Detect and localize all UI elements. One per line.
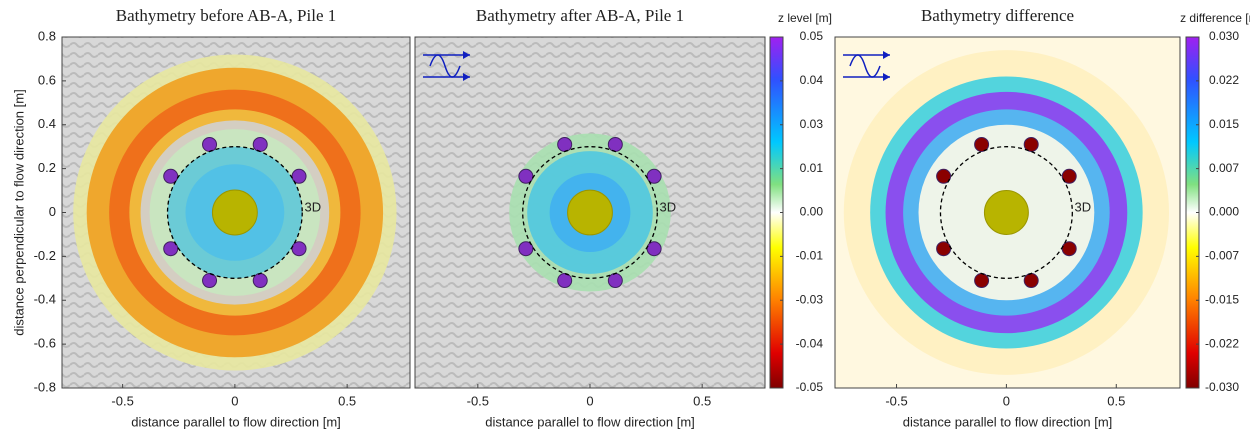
chart-title: Bathymetry after AB-A, Pile 1	[476, 6, 684, 25]
scour-protection-stone	[974, 136, 990, 152]
colorbar-tick-label: 0.00	[800, 205, 824, 219]
scour-protection-stone	[607, 136, 623, 152]
colorbar-tick-label: 0.01	[800, 161, 824, 175]
scour-protection-stone	[1061, 168, 1077, 184]
x-axis-label: distance parallel to flow direction [m]	[903, 414, 1113, 429]
scour-protection-stone	[557, 273, 573, 289]
y-tick-label: 0.4	[38, 116, 56, 131]
dashed-3d-circle	[166, 146, 303, 279]
scour-protection-stone	[252, 136, 268, 152]
scour-protection-stone	[163, 168, 179, 184]
y-tick-label: -0.4	[34, 292, 56, 307]
y-tick-label: 0.6	[38, 72, 56, 87]
x-axis-label: distance parallel to flow direction [m]	[485, 414, 695, 429]
y-tick-label: 0	[49, 204, 56, 219]
flow-arrow-head	[463, 73, 470, 81]
scour-protection-stone	[646, 168, 662, 184]
colorbar-tick-label: -0.022	[1205, 336, 1239, 350]
chart-title: Bathymetry before AB-A, Pile 1	[116, 6, 337, 25]
y-tick-label: -0.2	[34, 248, 56, 263]
scour-protection-stone	[1023, 136, 1039, 152]
x-tick-label: 0.5	[1107, 393, 1125, 408]
colorbar-label: z difference [m]	[1180, 11, 1250, 25]
x-axis-label: distance parallel to flow direction [m]	[131, 414, 341, 429]
plot-frame	[834, 36, 1181, 389]
annotation: 3D	[660, 200, 677, 215]
y-tick-label: -0.8	[34, 379, 56, 394]
scour-protection-stone	[936, 241, 952, 257]
colorbar-tick-label: -0.01	[796, 249, 824, 263]
scour-protection-stone	[1061, 241, 1077, 257]
scour-protection-stone	[557, 136, 573, 152]
x-tick-label: -0.5	[467, 393, 489, 408]
y-tick-label: -0.6	[34, 336, 56, 351]
x-tick-label: -0.5	[111, 393, 133, 408]
wave-symbol	[429, 54, 461, 78]
colorbar-tick-label: 0.000	[1209, 205, 1239, 219]
scour-protection-stone	[646, 241, 662, 257]
flow-arrow-head	[883, 73, 890, 81]
chart-title: Bathymetry difference	[921, 6, 1074, 25]
y-axis-label: distance perpendicular to flow direction…	[11, 89, 26, 335]
flow-arrows	[843, 51, 890, 81]
scour-protection-stone	[607, 273, 623, 289]
flow-arrow-head	[883, 51, 890, 59]
x-tick-label: 0	[231, 393, 238, 408]
pile	[983, 190, 1029, 235]
colorbar-tick-label: 0.015	[1209, 117, 1239, 131]
colorbar-tick-label: 0.022	[1209, 73, 1239, 87]
y-tick-label: 0.2	[38, 160, 56, 175]
colorbar-tick-label: -0.015	[1205, 292, 1239, 306]
colorbar-tick-label: -0.03	[796, 292, 824, 306]
dashed-3d-circle	[939, 146, 1073, 279]
colorbar-label: z level [m]	[778, 11, 832, 25]
x-tick-label: -0.5	[885, 393, 907, 408]
scour-protection-stone	[163, 241, 179, 257]
scour-protection-stone	[518, 241, 534, 257]
x-tick-label: 0	[1003, 393, 1010, 408]
y-tick-label: 0.8	[38, 28, 56, 43]
x-tick-label: 0.5	[338, 393, 356, 408]
colorbar-tick-label: 0.007	[1209, 161, 1239, 175]
scour-protection-stone	[1023, 273, 1039, 289]
dashed-3d-circle	[522, 146, 658, 279]
pile	[211, 189, 258, 236]
scour-protection-stone	[202, 273, 218, 289]
scour-protection-stone	[291, 168, 307, 184]
wave-symbol	[849, 54, 881, 78]
colorbar-tick-label: -0.04	[796, 336, 824, 350]
scour-protection-stone	[936, 168, 952, 184]
colorbar-tick-label: -0.030	[1205, 380, 1239, 394]
scour-protection-stone	[202, 136, 218, 152]
colorbar-tick-label: 0.030	[1209, 29, 1239, 43]
x-tick-label: 0	[586, 393, 593, 408]
annotation: 3D	[304, 200, 321, 215]
scour-protection-stone	[291, 241, 307, 257]
flow-arrow-head	[463, 51, 470, 59]
x-tick-label: 0.5	[693, 393, 711, 408]
colorbar-tick-label: 0.05	[800, 29, 824, 43]
scour-protection-stone	[518, 168, 534, 184]
annotation: 3D	[1075, 200, 1092, 215]
scour-protection-stone	[974, 273, 990, 289]
colorbar-tick-label: 0.03	[800, 117, 824, 131]
flow-arrows	[423, 51, 470, 81]
pile	[567, 189, 613, 236]
colorbar-tick-label: -0.007	[1205, 249, 1239, 263]
colorbar-tick-label: 0.04	[800, 73, 824, 87]
colorbar-tick-label: -0.05	[796, 380, 824, 394]
scour-protection-stone	[252, 273, 268, 289]
